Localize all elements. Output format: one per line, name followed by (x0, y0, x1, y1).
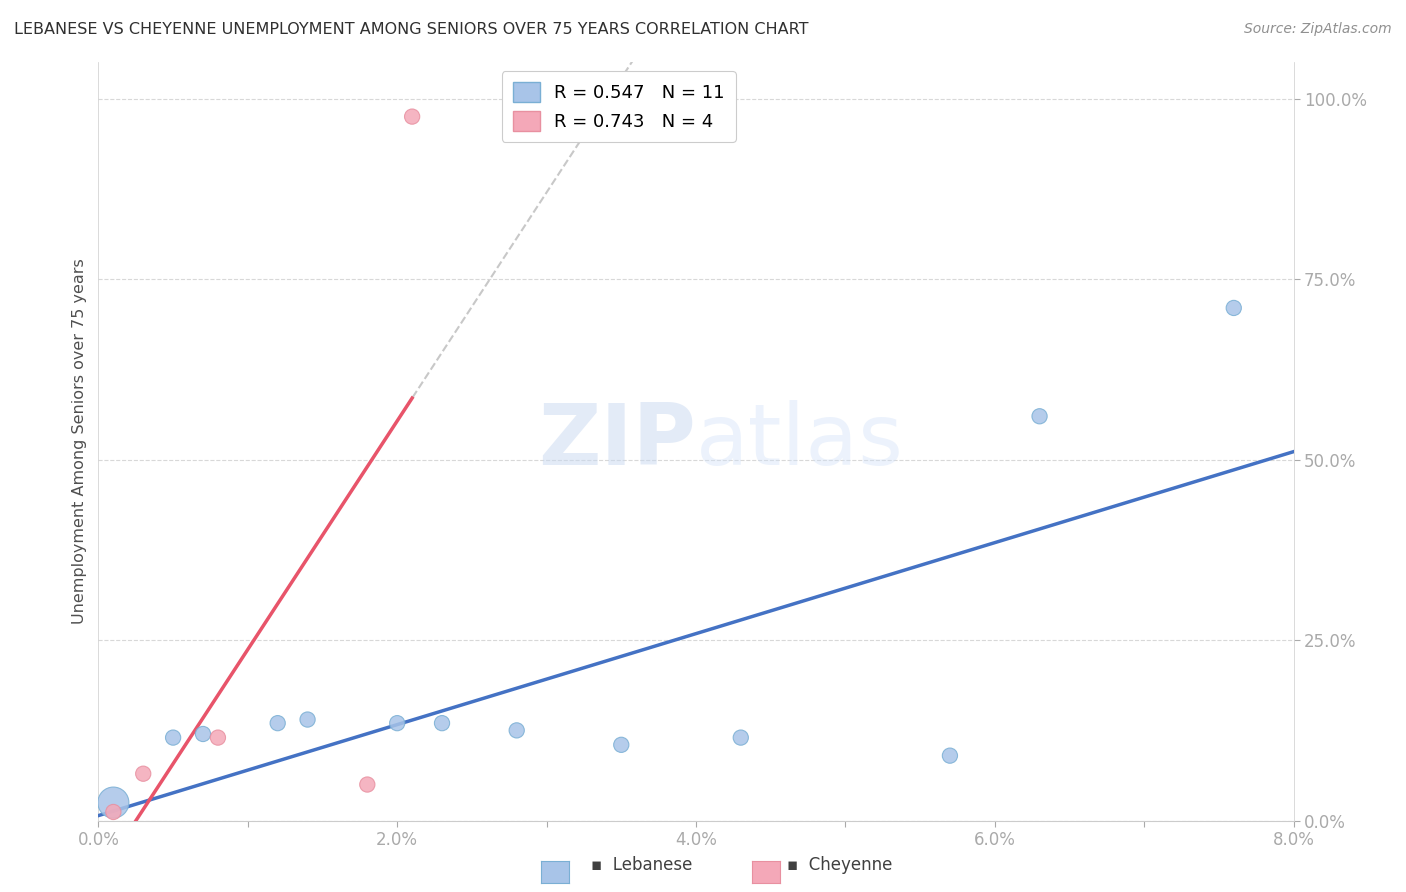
Point (385, 716, 409, 731)
Text: LEBANESE VS CHEYENNE UNEMPLOYMENT AMONG SENIORS OVER 75 YEARS CORRELATION CHART: LEBANESE VS CHEYENNE UNEMPLOYMENT AMONG … (14, 22, 808, 37)
Y-axis label: Unemployment Among Seniors over 75 years: Unemployment Among Seniors over 75 years (72, 259, 87, 624)
Point (1028, 409, 1050, 424)
Point (297, 713, 319, 727)
Point (207, 731, 229, 745)
Point (506, 723, 529, 738)
Point (162, 731, 184, 745)
Point (610, 738, 633, 752)
Text: Source: ZipAtlas.com: Source: ZipAtlas.com (1244, 22, 1392, 37)
Point (1223, 301, 1246, 315)
Point (267, 716, 290, 731)
Point (730, 731, 752, 745)
Point (103, 805, 125, 819)
Point (132, 766, 155, 780)
Point (401, 110, 423, 124)
Point (191, 727, 214, 741)
Point (939, 748, 962, 763)
Text: ZIP: ZIP (538, 400, 696, 483)
Point (356, 778, 378, 792)
Legend: R = 0.547   N = 11, R = 0.743   N = 4: R = 0.547 N = 11, R = 0.743 N = 4 (502, 71, 735, 142)
Text: ▪  Lebanese: ▪ Lebanese (591, 855, 692, 873)
Text: ▪  Cheyenne: ▪ Cheyenne (787, 855, 893, 873)
Point (430, 716, 453, 731)
Text: atlas: atlas (696, 400, 904, 483)
Point (103, 796, 125, 810)
